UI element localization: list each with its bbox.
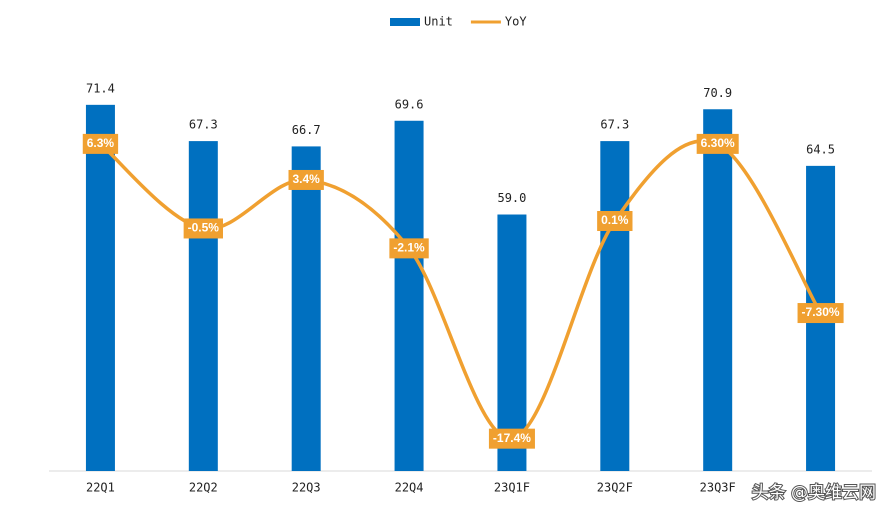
bar bbox=[600, 141, 630, 471]
value-label: 3.4% bbox=[293, 172, 321, 186]
x-tick-label: 22Q1 bbox=[86, 481, 115, 495]
value-label: 0.1% bbox=[601, 213, 629, 227]
legend-label: Unit bbox=[424, 15, 453, 29]
value-label: 69.6 bbox=[395, 97, 424, 111]
x-tick-label: 23Q1F bbox=[494, 481, 530, 495]
value-label: 67.3 bbox=[600, 118, 629, 132]
x-tick-label: 22Q4 bbox=[395, 481, 424, 495]
value-label: -7.30% bbox=[802, 305, 840, 319]
bar bbox=[394, 120, 424, 471]
value-label: 59.0 bbox=[497, 191, 526, 205]
data-label: 0.1% bbox=[597, 211, 633, 232]
x-tick-label: 22Q2 bbox=[189, 481, 218, 495]
data-label: 6.30% bbox=[696, 133, 739, 154]
data-label: 6.3% bbox=[82, 133, 119, 154]
data-label: -17.4% bbox=[488, 428, 535, 449]
data-label-bg bbox=[696, 133, 739, 154]
data-label-bg bbox=[82, 133, 119, 154]
value-label: -0.5% bbox=[188, 221, 220, 235]
value-label: 71.4 bbox=[86, 81, 115, 95]
data-label: -0.5% bbox=[183, 218, 223, 239]
data-label-bg bbox=[288, 169, 324, 190]
data-label-bg bbox=[389, 238, 429, 259]
data-label: 3.4% bbox=[288, 169, 324, 190]
bar bbox=[188, 141, 218, 471]
value-label: 70.9 bbox=[703, 86, 732, 100]
data-label-bg bbox=[797, 303, 844, 324]
data-label: -7.30% bbox=[797, 303, 844, 324]
x-tick-label: 23Q3F bbox=[700, 481, 736, 495]
bar bbox=[291, 146, 321, 472]
bar bbox=[497, 214, 527, 471]
data-label-bg bbox=[488, 428, 535, 449]
x-tick-label: 23Q2F bbox=[597, 481, 633, 495]
legend-swatch bbox=[390, 18, 420, 26]
value-label: 67.3 bbox=[189, 118, 218, 132]
x-tick-label: 22Q3 bbox=[292, 481, 321, 495]
watermark: 头条 @奥维云网 bbox=[752, 483, 876, 503]
value-label: 6.3% bbox=[87, 136, 115, 150]
value-label: 64.5 bbox=[806, 142, 835, 156]
value-label: 6.30% bbox=[701, 136, 735, 150]
value-label: 66.7 bbox=[292, 123, 321, 137]
value-label: -2.1% bbox=[393, 241, 425, 255]
value-label: -17.4% bbox=[493, 431, 531, 445]
legend-label: YoY bbox=[505, 15, 527, 29]
bar bbox=[85, 104, 115, 471]
data-label: -2.1% bbox=[389, 238, 429, 259]
data-label-bg bbox=[597, 211, 633, 232]
bar bbox=[703, 109, 733, 472]
data-label-bg bbox=[183, 218, 223, 239]
